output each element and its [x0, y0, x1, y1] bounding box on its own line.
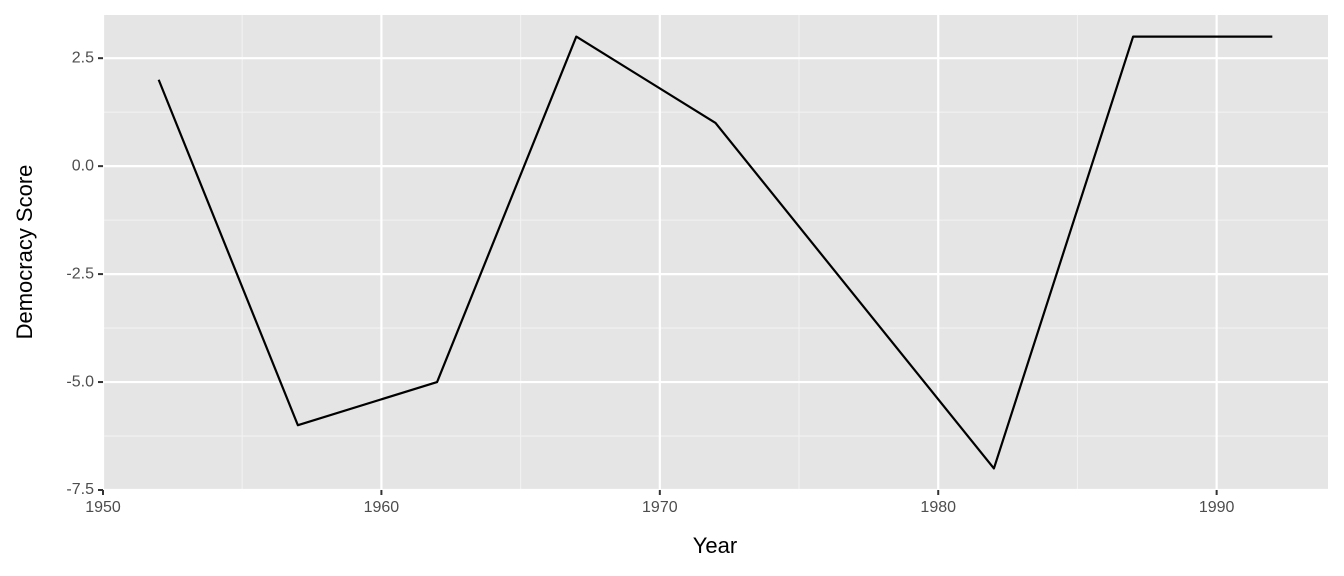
y-tick-label: -2.5 [66, 265, 94, 282]
y-tick-label: 0.0 [72, 157, 94, 174]
x-tick-label: 1950 [85, 499, 121, 516]
y-tick-label: -7.5 [66, 481, 94, 498]
x-tick-label: 1960 [364, 499, 400, 516]
axes: -7.5 -5.0 -2.5 0.0 2.5 1950 1960 1970 1980 1990 [66, 49, 1234, 516]
marks [157, 35, 1273, 470]
x-axis-title: Year [693, 533, 737, 558]
grid [101, 15, 1328, 492]
y-axis-title: Democracy Score [12, 165, 37, 340]
y-tick-label: -5.0 [66, 373, 94, 390]
x-tick-label: 1980 [920, 499, 956, 516]
x-tick-label: 1970 [642, 499, 678, 516]
y-tick-label: 2.5 [72, 49, 94, 66]
x-tick-label: 1990 [1199, 499, 1235, 516]
panel-background [103, 15, 1328, 490]
line [157, 35, 1273, 470]
